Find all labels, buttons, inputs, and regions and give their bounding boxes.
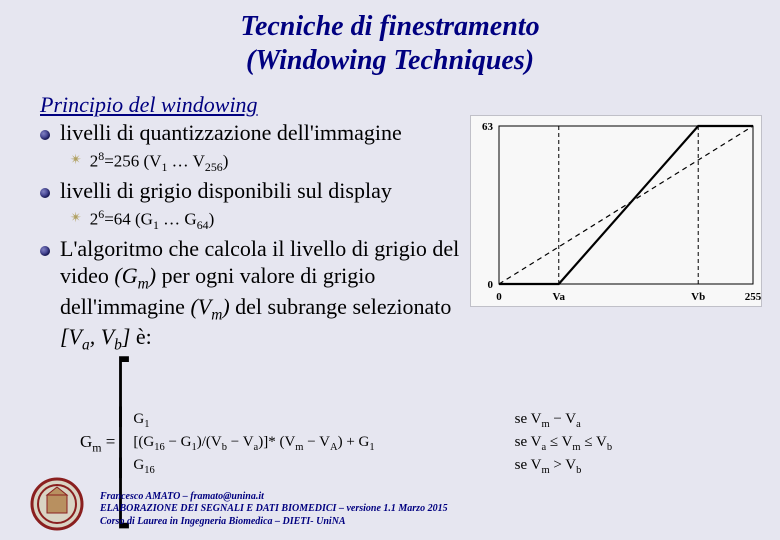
- formula-conditions: se Vm − Va se Va ≤ Vm ≤ Vb se Vm > Vb: [515, 409, 613, 479]
- formula-row1: G1: [133, 409, 374, 432]
- bullet-1-text: livelli di quantizzazione dell'immagine: [60, 120, 402, 146]
- bullet-icon: [40, 246, 50, 256]
- university-crest-icon: [30, 477, 85, 532]
- formula-row3: G16: [133, 455, 374, 478]
- svg-text:255: 255: [745, 291, 762, 303]
- sub-bullet-icon: ✴: [70, 152, 82, 169]
- title-line2: (Windowing Techniques): [0, 44, 780, 78]
- formula-cond2: se Va ≤ Vm ≤ Vb: [515, 432, 613, 455]
- svg-text:63: 63: [482, 121, 494, 133]
- svg-text:Va: Va: [553, 291, 566, 303]
- formula-row2: [(G16 − G1)/(Vb − Va)]* (Vm − VA) + G1: [133, 432, 374, 455]
- svg-text:0: 0: [496, 291, 502, 303]
- formula-cases: G1 [(G16 − G1)/(Vb − Va)]* (Vm − VA) + G…: [133, 409, 374, 479]
- bullet-icon: [40, 188, 50, 198]
- formula-cond1: se Vm − Va: [515, 409, 613, 432]
- sub-bullet-1-text: 28=256 (V1 … V256): [90, 149, 229, 175]
- footer-line3: Corso di Laurea in Ingegneria Biomedica …: [100, 516, 448, 529]
- sub-bullet-2-text: 26=64 (G1 … G64): [90, 207, 215, 233]
- footer-line1: Francesco AMATO – framato@unina.it: [100, 491, 448, 504]
- svg-text:0: 0: [488, 279, 494, 291]
- bullet-icon: [40, 130, 50, 140]
- formula-cond3: se Vm > Vb: [515, 455, 613, 478]
- bullet-2-text: livelli di grigio disponibili sul displa…: [60, 178, 392, 204]
- footer: Francesco AMATO – framato@unina.it ELABO…: [100, 491, 448, 529]
- paragraph: L'algoritmo che calcola il livello di gr…: [60, 236, 470, 355]
- windowing-chart: 0 Va Vb 255 0 63: [470, 115, 762, 307]
- svg-text:Vb: Vb: [691, 291, 705, 303]
- sub-bullet-icon: ✴: [70, 210, 82, 227]
- formula-lhs: Gm =: [80, 432, 115, 455]
- footer-line2: ELABORAZIONE DEI SEGNALI E DATI BIOMEDIC…: [100, 503, 448, 516]
- title-line1: Tecniche di finestramento: [0, 10, 780, 44]
